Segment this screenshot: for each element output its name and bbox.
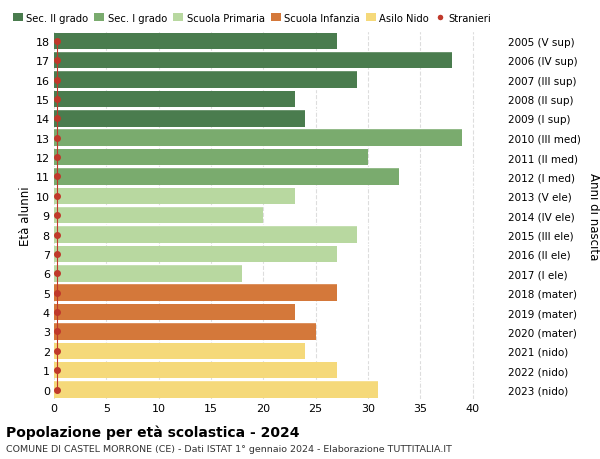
Legend: Sec. II grado, Sec. I grado, Scuola Primaria, Scuola Infanzia, Asilo Nido, Stran: Sec. II grado, Sec. I grado, Scuola Prim… (13, 13, 491, 23)
Y-axis label: Anni di nascita: Anni di nascita (587, 172, 599, 259)
Bar (54, 34, 337, 50)
Bar (54, 91, 295, 108)
Bar (54, 111, 305, 127)
Bar (54, 285, 337, 301)
Bar (54, 207, 263, 224)
Bar (54, 130, 462, 146)
Bar (54, 362, 337, 379)
Text: COMUNE DI CASTEL MORRONE (CE) - Dati ISTAT 1° gennaio 2024 - Elaborazione TUTTIT: COMUNE DI CASTEL MORRONE (CE) - Dati IST… (6, 444, 452, 453)
Bar (54, 72, 358, 89)
Bar (54, 169, 400, 185)
Bar (54, 227, 358, 243)
Bar (54, 246, 337, 263)
Bar (54, 265, 242, 282)
Bar (54, 53, 452, 69)
Bar (54, 324, 316, 340)
Bar (54, 304, 295, 320)
Text: Popolazione per età scolastica - 2024: Popolazione per età scolastica - 2024 (6, 425, 299, 439)
Bar (54, 188, 295, 205)
Y-axis label: Età alunni: Età alunni (19, 186, 32, 246)
Bar (54, 381, 379, 398)
Bar (54, 150, 368, 166)
Bar (54, 343, 305, 359)
